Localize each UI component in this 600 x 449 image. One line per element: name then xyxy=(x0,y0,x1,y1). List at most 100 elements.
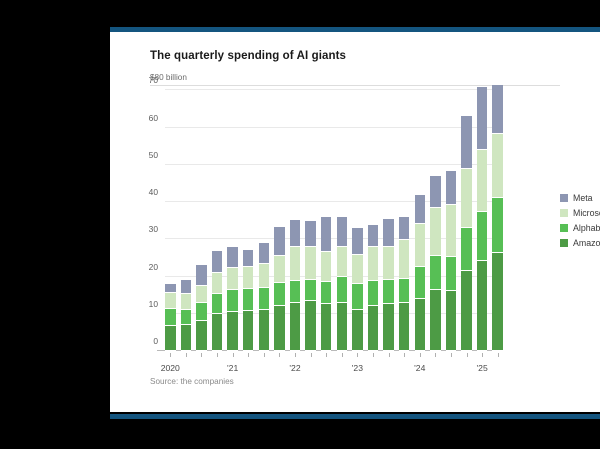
chart-legend: Meta Microsoft Alphabet Amazon xyxy=(560,190,600,250)
bar-stack[interactable] xyxy=(258,243,270,351)
bar-segment-meta xyxy=(492,84,503,135)
bar-stack[interactable] xyxy=(476,86,488,351)
bar-segment-alphabet xyxy=(398,279,410,304)
x-axis-tick xyxy=(466,353,468,357)
bar-stack[interactable] xyxy=(445,170,457,351)
x-axis-tick xyxy=(419,353,421,357)
bar-stack[interactable] xyxy=(336,216,348,351)
bar-segment-meta xyxy=(289,220,301,248)
gridline xyxy=(165,89,503,91)
bar-stack[interactable] xyxy=(180,280,192,351)
bar-segment-amazon xyxy=(430,289,441,351)
x-axis-tick xyxy=(435,353,437,357)
bar-segment-meta xyxy=(165,284,176,294)
bar-segment-microsoft xyxy=(367,247,379,281)
bar-stack[interactable] xyxy=(383,218,394,351)
legend-item-amazon[interactable]: Amazon xyxy=(560,235,600,250)
bar-segment-microsoft xyxy=(289,247,301,281)
bar-stack[interactable] xyxy=(305,220,316,351)
bar-segment-meta xyxy=(180,280,192,294)
bar-stack[interactable] xyxy=(367,224,379,351)
y-axis-tick-label: 70 xyxy=(148,75,158,86)
bar-segment-microsoft xyxy=(196,286,207,303)
bar-segment-alphabet xyxy=(367,280,379,307)
bar-stack[interactable] xyxy=(430,176,441,351)
legend-label: Amazon xyxy=(573,237,600,248)
bar-stack[interactable] xyxy=(274,226,285,351)
bar-segment-amazon xyxy=(445,290,457,351)
bar-stack[interactable] xyxy=(320,216,332,351)
bar-stack[interactable] xyxy=(492,84,503,351)
bar-segment-amazon xyxy=(461,270,472,351)
chart-card: The quarterly spending of AI giants $80 … xyxy=(110,32,600,412)
x-axis-tick xyxy=(185,353,187,357)
bar-stack[interactable] xyxy=(227,246,238,351)
bar-segment-microsoft xyxy=(430,207,441,257)
legend-item-alphabet[interactable]: Alphabet xyxy=(560,220,600,235)
bar-segment-alphabet xyxy=(258,287,270,311)
bar-segment-amazon xyxy=(227,311,238,351)
bar-segment-microsoft xyxy=(476,149,488,213)
bar-segment-alphabet xyxy=(242,289,254,311)
bar-segment-meta xyxy=(461,116,472,170)
bar-stack[interactable] xyxy=(461,116,472,351)
bar-segment-alphabet xyxy=(336,276,348,303)
x-axis-tick xyxy=(170,353,172,357)
bar-segment-amazon xyxy=(476,260,488,351)
x-axis-tick xyxy=(450,353,452,357)
y-axis-tick-label: 40 xyxy=(148,187,158,198)
x-axis-tick xyxy=(372,353,374,357)
bar-segment-microsoft xyxy=(445,205,457,258)
bar-stack[interactable] xyxy=(165,284,176,351)
bar-segment-alphabet xyxy=(445,257,457,291)
bar-segment-meta xyxy=(196,265,207,287)
bar-segment-microsoft xyxy=(258,263,270,288)
bar-segment-meta xyxy=(367,224,379,248)
legend-item-microsoft[interactable]: Microsoft xyxy=(560,205,600,220)
bar-segment-alphabet xyxy=(305,280,316,301)
bar-segment-amazon xyxy=(196,321,207,351)
source-note: Source: the companies xyxy=(150,377,234,386)
legend-label: Microsoft xyxy=(573,207,600,218)
bar-segment-meta xyxy=(242,249,254,267)
bar-segment-amazon xyxy=(274,306,285,351)
bar-segment-microsoft xyxy=(398,240,410,280)
top-rule xyxy=(110,27,600,32)
bar-segment-amazon xyxy=(383,304,394,351)
bar-stack[interactable] xyxy=(289,220,301,351)
bar-segment-amazon xyxy=(289,302,301,351)
x-axis-tick xyxy=(310,353,312,357)
bar-segment-meta xyxy=(227,246,238,268)
bar-segment-microsoft xyxy=(352,254,363,285)
bar-segment-alphabet xyxy=(211,293,223,314)
bar-segment-amazon xyxy=(414,298,425,351)
x-axis-tick xyxy=(279,353,281,357)
bar-segment-meta xyxy=(430,176,441,208)
gridline xyxy=(165,126,503,128)
bar-series-group xyxy=(165,68,503,351)
bar-stack[interactable] xyxy=(352,228,363,351)
bar-stack[interactable] xyxy=(414,194,425,351)
bar-segment-meta xyxy=(305,220,316,247)
bar-segment-microsoft xyxy=(414,224,425,268)
bar-segment-amazon xyxy=(336,302,348,351)
y-axis-tick-label: 30 xyxy=(148,224,158,235)
bar-segment-microsoft xyxy=(274,256,285,283)
bar-stack[interactable] xyxy=(196,265,207,351)
x-axis-tick-label: '24 xyxy=(414,363,426,373)
bar-segment-meta xyxy=(336,216,348,247)
bar-segment-alphabet xyxy=(352,284,363,311)
bar-segment-alphabet xyxy=(289,280,301,303)
bar-segment-meta xyxy=(398,216,410,241)
bar-segment-meta xyxy=(320,216,332,253)
bar-segment-microsoft xyxy=(461,169,472,229)
x-axis-tick xyxy=(295,353,296,357)
bar-stack[interactable] xyxy=(211,250,223,351)
x-axis-tick-label: 2020 xyxy=(160,363,180,373)
legend-item-meta[interactable]: Meta xyxy=(560,190,600,205)
x-axis-tick xyxy=(497,353,499,357)
bar-stack[interactable] xyxy=(242,249,254,351)
bar-stack[interactable] xyxy=(398,216,410,351)
x-axis-tick xyxy=(357,353,359,357)
gridline xyxy=(165,238,503,240)
